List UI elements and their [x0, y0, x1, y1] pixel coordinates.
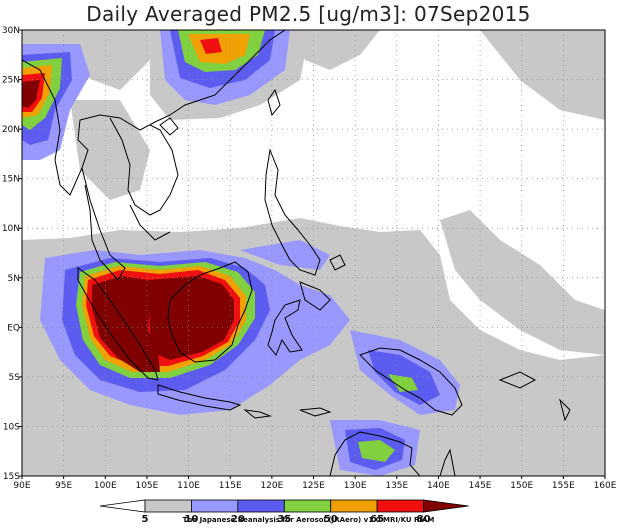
coastlines	[22, 30, 571, 476]
lon-tick-label: 110E	[177, 481, 200, 491]
map-title: Daily Averaged PM2.5 [ug/m3]: 07Sep2015	[86, 2, 531, 26]
colorbar-label: 35	[277, 514, 291, 525]
lon-tick-label: 130E	[344, 481, 367, 491]
colorbar-segment	[144, 499, 192, 513]
lat-tick-label: 25N	[2, 76, 20, 86]
lon-tick-label: 140E	[427, 481, 450, 491]
colorbar-label: 20	[231, 514, 245, 525]
colorbar-label: 80	[417, 514, 431, 525]
credit-line: The Japanese Reanalysis for Aerosol (JRA…	[182, 516, 435, 524]
lat-tick-label: EQ	[7, 323, 20, 333]
lat-tick-label: 5S	[9, 373, 21, 383]
colorbar-label: 5	[142, 514, 149, 525]
lon-tick-label: 90E	[13, 481, 30, 491]
lon-tick-label: 135E	[385, 481, 408, 491]
colorbar-label: 50	[324, 514, 338, 525]
lat-tick-label: 20N	[2, 125, 20, 135]
longitude-tick-labels: 90E 95E 100E 105E 110E 115E 120E 125E 130E 135E 14…	[13, 476, 617, 491]
lat-tick-label: 15S	[3, 472, 20, 482]
colorbar-segment	[376, 499, 424, 513]
concentration-field	[22, 30, 605, 476]
lon-tick-label: 120E	[260, 481, 283, 491]
lat-tick-label: 10N	[2, 224, 20, 234]
colorbar-segment	[423, 499, 469, 513]
lon-tick-label: 115E	[219, 481, 242, 491]
lat-tick-label: 30N	[2, 26, 20, 36]
lat-tick-label: 10S	[3, 422, 20, 432]
colorbar-segment	[283, 499, 332, 513]
colorbar-label: 65	[370, 514, 384, 525]
latitude-tick-labels: 30N 25N 20N 15N 10N 5N EQ 5S 10S 15S	[2, 26, 22, 482]
lon-tick-label: 145E	[469, 481, 492, 491]
lon-tick-label: 95E	[55, 481, 72, 491]
lon-tick-label: 150E	[510, 481, 533, 491]
lon-tick-label: 105E	[135, 481, 158, 491]
colorbar-segment	[99, 499, 146, 513]
colorbar: 5 10 20 35 50 65 80	[99, 499, 469, 525]
lat-tick-label: 15N	[2, 175, 20, 185]
colorbar-segment	[191, 499, 239, 513]
lon-tick-label: 125E	[302, 481, 325, 491]
colorbar-segment	[237, 499, 285, 513]
lat-tick-label: 5N	[8, 274, 20, 284]
lon-tick-label: 155E	[552, 481, 575, 491]
colorbar-segment	[330, 499, 378, 513]
lon-tick-label: 100E	[94, 481, 117, 491]
colorbar-label: 10	[184, 514, 198, 525]
lon-tick-label: 160E	[594, 481, 617, 491]
